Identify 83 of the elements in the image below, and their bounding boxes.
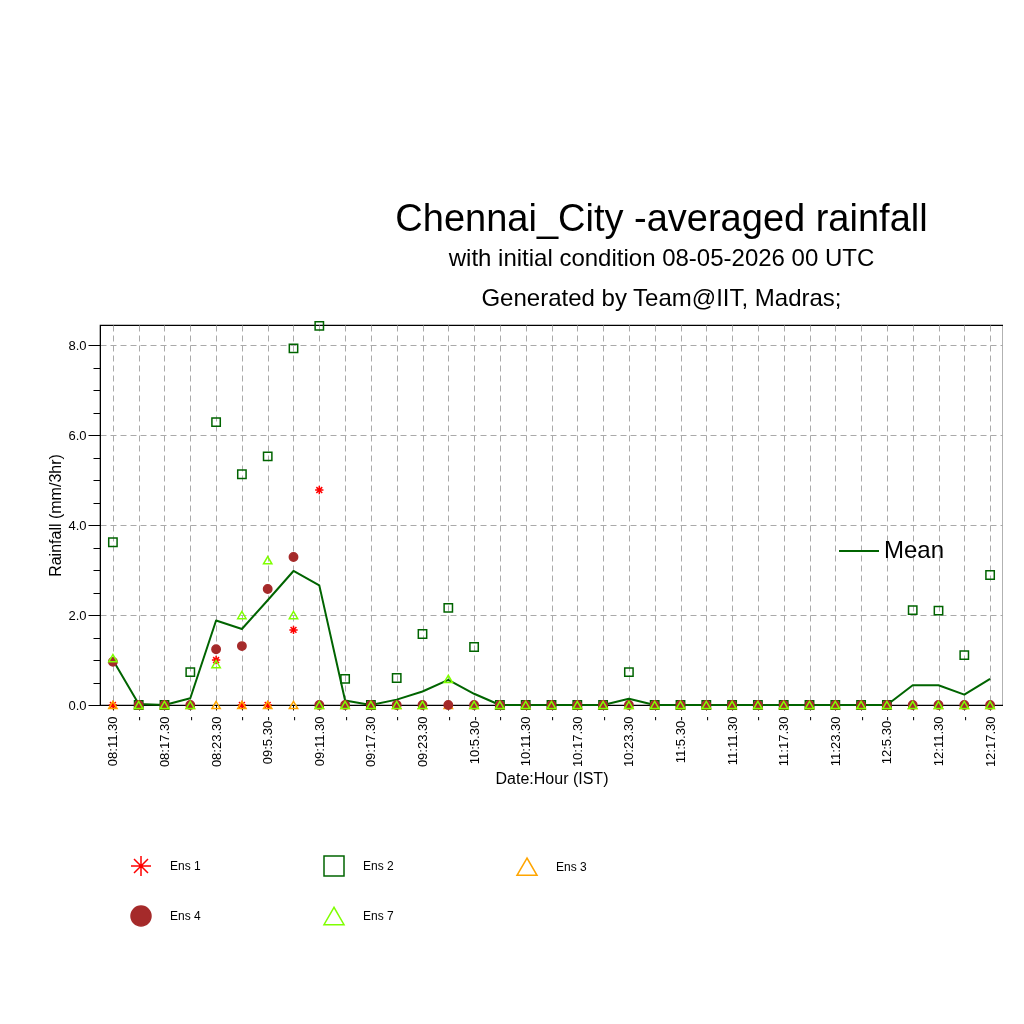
x-tick-label: 11:23.30	[827, 716, 843, 767]
point	[262, 584, 273, 594]
point	[107, 537, 118, 548]
point	[211, 700, 222, 710]
point	[288, 624, 299, 635]
x-tick-label: -	[492, 716, 508, 721]
point	[907, 605, 918, 616]
x-tick-label: -	[389, 716, 405, 721]
x-tick-label: 08:23.30	[208, 716, 224, 768]
point	[288, 700, 299, 710]
point	[211, 644, 222, 655]
x-tick-label: -	[182, 716, 198, 721]
y-axis-title: Rainfall (mm/3hr)	[47, 454, 65, 577]
point	[314, 320, 325, 331]
point	[417, 629, 428, 639]
text: Generated by Team@IIT, Madras;	[481, 283, 842, 311]
point	[211, 417, 222, 428]
legend-label: Mean	[884, 536, 945, 563]
y-tick-label: 2.0	[68, 607, 87, 623]
point	[314, 485, 325, 495]
x-tick-label: 11:5.30-	[673, 716, 688, 764]
chart-title: Chennai_City -averaged rainfall	[395, 196, 928, 239]
point	[262, 451, 273, 462]
point	[959, 650, 970, 661]
y-tick-label: 8.0	[68, 337, 87, 353]
chart-subtitle: with initial condition 08-05-2026 00 UTC	[447, 243, 875, 271]
point	[262, 555, 273, 565]
x-tick-label: 12:5.30-	[879, 716, 895, 765]
x-tick-label: 10:23.30	[621, 716, 637, 768]
y-tick-label: 0.0	[68, 697, 87, 713]
x-tick-label: -	[802, 716, 817, 721]
x-tick-label: -	[286, 716, 301, 721]
y-tick-label: 4.0	[68, 517, 87, 533]
x-tick-label: -	[956, 716, 972, 721]
x-tick-label: 11:11.30	[724, 716, 740, 766]
point	[107, 653, 118, 663]
x-tick-label: -	[440, 716, 456, 721]
point	[288, 610, 299, 620]
x-tick-label: -	[131, 716, 147, 721]
point	[211, 659, 222, 669]
point	[211, 655, 222, 665]
x-tick-label: 10:5.30-	[466, 716, 482, 765]
x-tick-label: 09:11.30	[311, 716, 327, 767]
point	[236, 610, 247, 620]
x-tick-label: 09:17.30	[363, 716, 379, 768]
x-tick-label: 09:23.30	[415, 716, 430, 768]
point	[340, 673, 351, 684]
point	[469, 642, 480, 652]
y-tick-label: 6.0	[68, 427, 87, 443]
x-tick-label: -	[337, 716, 353, 721]
legend-label: Ens 1	[170, 859, 202, 873]
point	[236, 469, 247, 480]
x-tick-label: 11:17.30	[776, 716, 792, 767]
point	[933, 605, 944, 616]
x-tick-label: -	[595, 716, 611, 721]
x-tick-label: -	[234, 716, 250, 721]
x-tick-label: -	[905, 716, 921, 721]
legend-label: Ens 2	[363, 859, 395, 873]
legend-label: Ens 7	[363, 909, 395, 923]
point	[288, 343, 299, 354]
legend-label: Ens 3	[556, 859, 588, 874]
point	[443, 602, 454, 613]
point	[288, 552, 299, 562]
x-axis-title: Date:Hour (IST)	[495, 770, 609, 788]
x-tick-label: -	[647, 716, 663, 721]
x-tick-label: 12:11.30	[931, 716, 946, 767]
x-tick-label: 10:11.30	[518, 716, 534, 767]
legend-label: Ens 4	[170, 909, 202, 923]
x-tick-label: -	[698, 716, 714, 721]
x-tick-label: 08:17.30	[157, 716, 172, 768]
point	[391, 673, 402, 683]
point	[185, 667, 196, 678]
x-tick-label: 08:11.30	[105, 716, 121, 767]
point	[236, 641, 247, 652]
x-tick-label: 10:17.30	[569, 716, 585, 768]
x-tick-label: -	[544, 716, 559, 721]
point	[985, 570, 996, 580]
x-tick-label: 09:5.30-	[260, 716, 276, 765]
x-tick-label: -	[750, 716, 766, 721]
point	[623, 667, 634, 678]
point	[443, 674, 454, 684]
x-tick-label: -	[853, 716, 869, 721]
x-tick-label: 12:17.30	[982, 716, 998, 768]
